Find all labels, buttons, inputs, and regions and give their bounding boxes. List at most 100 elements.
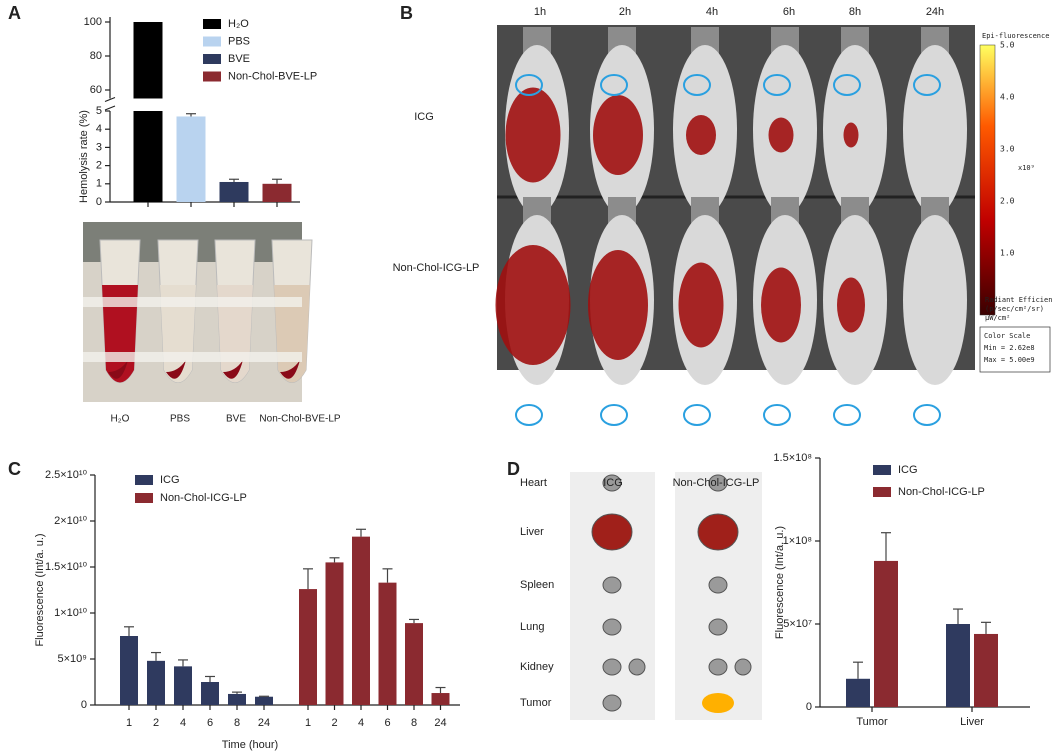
- x-tick-label: 6: [207, 717, 213, 729]
- bar: [133, 111, 163, 202]
- x-axis-label: Time (hour): [222, 739, 278, 751]
- axis-break: [104, 96, 116, 103]
- signal: [588, 250, 648, 360]
- signal: [678, 262, 724, 348]
- y-tick-label: 1.5×10¹⁰: [45, 561, 88, 573]
- bar: [174, 666, 192, 705]
- tumor-circle: [600, 74, 628, 96]
- bar: [228, 693, 246, 705]
- organ-label: Liver: [520, 526, 544, 538]
- tumor-circle: [683, 74, 711, 96]
- organ-label: Tumor: [520, 697, 552, 709]
- y-tick-label: 1×10¹⁰: [54, 607, 87, 619]
- pellet: [108, 360, 128, 379]
- y-tick-label: 2×10¹⁰: [54, 515, 87, 527]
- colorbar-title: Epi-fluorescence: [982, 32, 1049, 40]
- y-tick-label: 80: [90, 50, 102, 62]
- colorbar-tick: 1.0: [1000, 249, 1015, 258]
- bar: [147, 660, 165, 705]
- mouse: [903, 215, 967, 385]
- legend-swatch: [203, 54, 221, 64]
- organ: [708, 658, 728, 676]
- bar: [946, 624, 970, 707]
- bar: [255, 696, 273, 705]
- organ: [591, 513, 633, 551]
- legend-label: ICG: [160, 474, 180, 486]
- legend-label: ICG: [898, 464, 918, 476]
- organ: [602, 658, 622, 676]
- organ: [602, 576, 622, 594]
- time-label: 2h: [619, 6, 631, 18]
- legend-swatch: [873, 465, 891, 475]
- y-tick-label: 0: [81, 699, 87, 711]
- signal: [761, 267, 801, 343]
- organ: [734, 658, 752, 676]
- colorbar-tick: 2.0: [1000, 197, 1015, 206]
- organ-label: Kidney: [520, 661, 554, 673]
- signal: [843, 122, 859, 148]
- bar: [133, 22, 163, 99]
- x-tick-label: Tumor: [856, 716, 888, 728]
- bar: [352, 536, 370, 705]
- y-tick-label: 1: [96, 178, 102, 190]
- column-label: Non-Chol-ICG-LP: [673, 477, 760, 489]
- scale-line: Max = 5.00e9: [984, 356, 1035, 364]
- y-axis-label: Hemolysis rate (%): [78, 110, 90, 203]
- x-tick-label: 6: [384, 717, 390, 729]
- scale-line: Min = 2.62e8: [984, 344, 1035, 352]
- organ: [708, 474, 728, 492]
- organ: [602, 694, 622, 712]
- panel-label: B: [400, 3, 413, 23]
- bar: [176, 116, 206, 202]
- y-axis-label: Fluorescence (Int/a. u.): [774, 526, 786, 639]
- signal: [495, 245, 571, 365]
- colorbar-exponent: x10⁹: [1018, 164, 1035, 172]
- organ: [628, 658, 646, 676]
- legend-swatch: [135, 475, 153, 485]
- bar: [201, 682, 219, 705]
- tumor-circle: [763, 74, 791, 96]
- tumor-circle: [913, 74, 941, 96]
- x-tick-label: 4: [358, 717, 364, 729]
- bar: [405, 623, 423, 705]
- y-tick-label: 0: [96, 196, 102, 208]
- bar: [974, 633, 998, 707]
- x-tick-label: 4: [180, 717, 186, 729]
- organ-label: Heart: [520, 477, 547, 489]
- legend-label: PBS: [228, 35, 250, 47]
- y-tick-label: 5×10⁹: [58, 653, 88, 665]
- axis-break: [104, 105, 116, 111]
- organ-label: Spleen: [520, 579, 554, 591]
- legend-label: Non-Chol-ICG-LP: [160, 492, 247, 504]
- time-label: 4h: [706, 6, 718, 18]
- panel-label: A: [8, 3, 21, 23]
- bar: [219, 181, 249, 202]
- legend-label: H₂O: [228, 18, 249, 30]
- y-tick-label: 1.5×10⁸: [773, 452, 812, 464]
- panel-label: C: [8, 459, 21, 479]
- holder: [83, 297, 302, 307]
- organ-photo: [675, 472, 762, 720]
- tumor-circle: [833, 404, 861, 426]
- colorbar: [979, 44, 996, 316]
- x-tick-label: 24: [434, 717, 446, 729]
- bar: [846, 678, 870, 707]
- tumor-circle: [913, 404, 941, 426]
- scale-line: Color Scale: [984, 332, 1030, 340]
- y-tick-label: 2.5×10¹⁰: [45, 469, 88, 481]
- unit-line: µW/cm²: [985, 314, 1010, 322]
- signal: [768, 117, 794, 153]
- x-tick-label: 2: [331, 717, 337, 729]
- bar: [325, 562, 344, 705]
- organ: [708, 576, 728, 594]
- bar: [378, 582, 397, 705]
- y-tick-label: 1×10⁸: [783, 535, 812, 547]
- pellet: [166, 360, 186, 379]
- legend-swatch: [203, 71, 221, 82]
- x-tick-label: Liver: [960, 716, 984, 728]
- legend-swatch: [203, 19, 221, 29]
- panel-label: D: [507, 459, 520, 479]
- x-tick-label: 24: [258, 717, 270, 729]
- tumor-circle: [683, 404, 711, 426]
- tube-label: PBS: [170, 414, 190, 425]
